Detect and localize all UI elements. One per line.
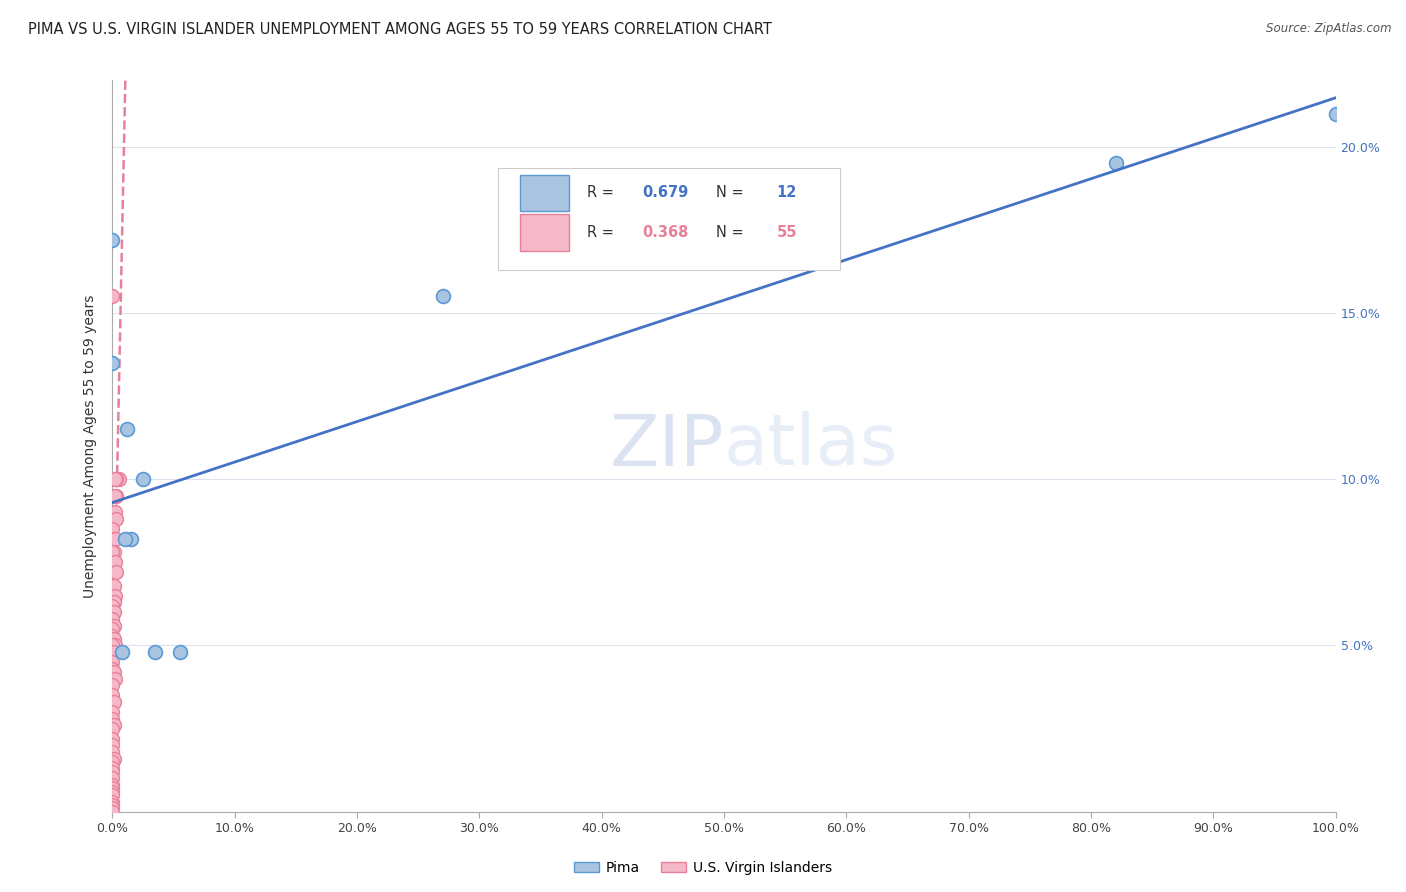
Point: [103, 632, 125, 646]
Point: [101, 233, 124, 247]
Text: 0.679: 0.679: [643, 186, 689, 201]
Point: [103, 545, 125, 559]
Point: [103, 618, 125, 632]
Point: [101, 805, 124, 819]
Point: [111, 645, 134, 659]
Point: [103, 579, 125, 593]
Point: [105, 472, 128, 486]
Point: [105, 489, 128, 503]
Point: [105, 512, 128, 526]
Point: [101, 755, 124, 769]
Point: [103, 645, 125, 659]
Point: [101, 689, 124, 703]
Point: [101, 628, 124, 642]
Point: [101, 778, 124, 792]
Point: [143, 645, 166, 659]
Point: [104, 472, 127, 486]
Point: [101, 785, 124, 799]
Point: [101, 764, 124, 779]
Text: 55: 55: [776, 225, 797, 240]
Point: [101, 745, 124, 759]
Point: [101, 612, 124, 626]
Point: [1104, 156, 1126, 170]
Text: R =: R =: [588, 225, 619, 240]
Point: [101, 662, 124, 676]
Point: [105, 566, 128, 580]
Point: [101, 545, 124, 559]
Text: PIMA VS U.S. VIRGIN ISLANDER UNEMPLOYMENT AMONG AGES 55 TO 59 YEARS CORRELATION : PIMA VS U.S. VIRGIN ISLANDER UNEMPLOYMEN…: [28, 22, 772, 37]
FancyBboxPatch shape: [520, 175, 569, 211]
Point: [101, 798, 124, 813]
Point: [101, 772, 124, 786]
Legend: Pima, U.S. Virgin Islanders: Pima, U.S. Virgin Islanders: [568, 855, 838, 880]
Text: N =: N =: [716, 225, 748, 240]
Point: [103, 595, 125, 609]
Point: [104, 532, 127, 546]
Text: atlas: atlas: [724, 411, 898, 481]
Point: [101, 678, 124, 692]
Point: [120, 532, 142, 546]
Point: [103, 718, 125, 732]
Point: [101, 622, 124, 636]
Point: [101, 722, 124, 736]
Point: [101, 655, 124, 669]
Text: ZIP: ZIP: [610, 411, 724, 481]
Point: [101, 599, 124, 613]
Point: [432, 289, 454, 303]
Point: [101, 781, 124, 796]
Point: [103, 605, 125, 619]
Point: [103, 751, 125, 765]
Text: N =: N =: [716, 186, 748, 201]
Point: [101, 731, 124, 746]
Point: [101, 801, 124, 815]
Point: [103, 665, 125, 679]
Point: [103, 695, 125, 709]
Point: [132, 472, 155, 486]
Text: Source: ZipAtlas.com: Source: ZipAtlas.com: [1267, 22, 1392, 36]
Text: 12: 12: [776, 186, 797, 201]
Point: [104, 506, 127, 520]
Point: [103, 532, 125, 546]
Point: [101, 356, 124, 370]
Point: [114, 532, 136, 546]
Point: [101, 795, 124, 809]
Point: [104, 672, 127, 686]
Point: [101, 738, 124, 752]
Point: [101, 522, 124, 536]
Point: [101, 289, 124, 303]
Point: [104, 555, 127, 569]
Point: [101, 788, 124, 802]
Point: [104, 489, 127, 503]
Text: 0.368: 0.368: [643, 225, 689, 240]
Point: [169, 645, 191, 659]
Point: [104, 589, 127, 603]
Point: [101, 705, 124, 719]
Point: [101, 639, 124, 653]
Point: [101, 762, 124, 776]
Point: [101, 712, 124, 726]
Point: [107, 472, 129, 486]
Y-axis label: Unemployment Among Ages 55 to 59 years: Unemployment Among Ages 55 to 59 years: [83, 294, 97, 598]
FancyBboxPatch shape: [498, 168, 841, 270]
Point: [1324, 106, 1347, 120]
FancyBboxPatch shape: [520, 214, 569, 251]
Point: [104, 639, 127, 653]
Text: R =: R =: [588, 186, 619, 201]
Point: [115, 422, 138, 436]
